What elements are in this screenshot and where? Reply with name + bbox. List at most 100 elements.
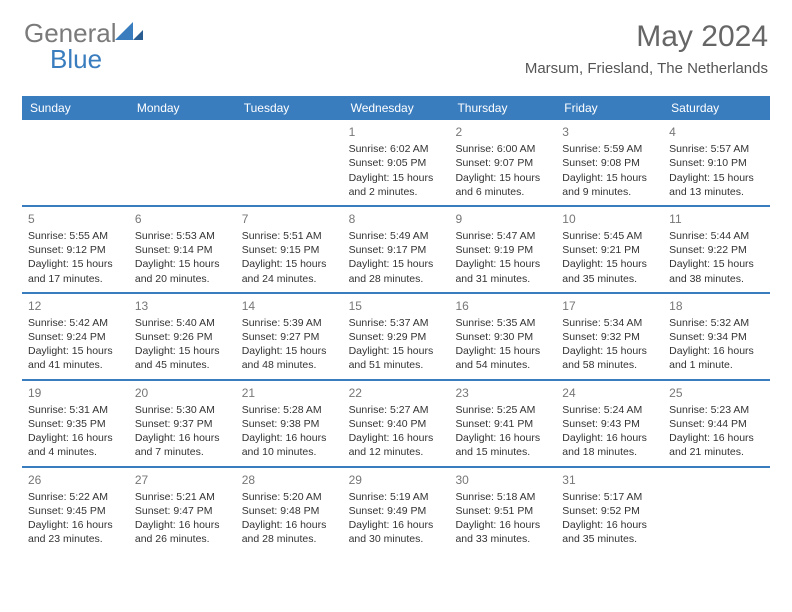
daylight-line: Daylight: 15 hours and 54 minutes.: [455, 344, 552, 372]
sunrise-line: Sunrise: 5:27 AM: [349, 403, 446, 417]
day-number: 7: [242, 211, 339, 227]
sunrise-line: Sunrise: 5:57 AM: [669, 142, 766, 156]
day-number: 16: [455, 298, 552, 314]
day-number: 20: [135, 385, 232, 401]
sunrise-line: Sunrise: 5:19 AM: [349, 490, 446, 504]
day-header: Wednesday: [343, 96, 450, 120]
day-number: 17: [562, 298, 659, 314]
sunrise-line: Sunrise: 6:00 AM: [455, 142, 552, 156]
calendar: SundayMondayTuesdayWednesdayThursdayFrid…: [22, 96, 770, 552]
day-header: Friday: [556, 96, 663, 120]
sunset-line: Sunset: 9:41 PM: [455, 417, 552, 431]
calendar-day: 24Sunrise: 5:24 AMSunset: 9:43 PMDayligh…: [556, 381, 663, 466]
daylight-line: Daylight: 16 hours and 21 minutes.: [669, 431, 766, 459]
day-number: 28: [242, 472, 339, 488]
sunrise-line: Sunrise: 5:24 AM: [562, 403, 659, 417]
calendar-day: 1Sunrise: 6:02 AMSunset: 9:05 PMDaylight…: [343, 120, 450, 205]
day-header: Thursday: [449, 96, 556, 120]
sunrise-line: Sunrise: 5:28 AM: [242, 403, 339, 417]
sunset-line: Sunset: 9:35 PM: [28, 417, 125, 431]
day-number: 26: [28, 472, 125, 488]
sunrise-line: Sunrise: 5:34 AM: [562, 316, 659, 330]
day-header: Tuesday: [236, 96, 343, 120]
sunrise-line: Sunrise: 5:45 AM: [562, 229, 659, 243]
day-number: 10: [562, 211, 659, 227]
calendar-day: 8Sunrise: 5:49 AMSunset: 9:17 PMDaylight…: [343, 207, 450, 292]
day-number: 5: [28, 211, 125, 227]
daylight-line: Daylight: 15 hours and 17 minutes.: [28, 257, 125, 285]
day-header: Saturday: [663, 96, 770, 120]
logo-text-blue: Blue: [50, 44, 102, 75]
calendar-week: 19Sunrise: 5:31 AMSunset: 9:35 PMDayligh…: [22, 379, 770, 466]
day-number: 25: [669, 385, 766, 401]
sunrise-line: Sunrise: 5:59 AM: [562, 142, 659, 156]
sunset-line: Sunset: 9:21 PM: [562, 243, 659, 257]
calendar-day: 3Sunrise: 5:59 AMSunset: 9:08 PMDaylight…: [556, 120, 663, 205]
calendar-day: 9Sunrise: 5:47 AMSunset: 9:19 PMDaylight…: [449, 207, 556, 292]
sunset-line: Sunset: 9:22 PM: [669, 243, 766, 257]
month-year: May 2024: [525, 20, 768, 54]
daylight-line: Daylight: 16 hours and 10 minutes.: [242, 431, 339, 459]
sunrise-line: Sunrise: 5:39 AM: [242, 316, 339, 330]
sunset-line: Sunset: 9:12 PM: [28, 243, 125, 257]
day-number: 23: [455, 385, 552, 401]
calendar-day: 25 Sunrise: 5:23 AMSunset: 9:44 PMDayligh…: [663, 381, 770, 466]
daylight-line: Daylight: 16 hours and 33 minutes.: [455, 518, 552, 546]
sunset-line: Sunset: 9:07 PM: [455, 156, 552, 170]
calendar-day: 12Sunrise: 5:42 AMSunset: 9:24 PMDayligh…: [22, 294, 129, 379]
daylight-line: Daylight: 15 hours and 35 minutes.: [562, 257, 659, 285]
calendar-day: 15 Sunrise: 5:37 AMSunset: 9:29 PMDayligh…: [343, 294, 450, 379]
daylight-line: Daylight: 15 hours and 38 minutes.: [669, 257, 766, 285]
daylight-line: Daylight: 16 hours and 1 minute.: [669, 344, 766, 372]
daylight-line: Daylight: 16 hours and 28 minutes.: [242, 518, 339, 546]
sunrise-line: Sunrise: 5:47 AM: [455, 229, 552, 243]
calendar-day: 10 Sunrise: 5:45 AMSunset: 9:21 PMDayligh…: [556, 207, 663, 292]
sunset-line: Sunset: 9:32 PM: [562, 330, 659, 344]
day-number: 8: [349, 211, 446, 227]
daylight-line: Daylight: 16 hours and 18 minutes.: [562, 431, 659, 459]
daylight-line: Daylight: 15 hours and 24 minutes.: [242, 257, 339, 285]
day-number: 1: [349, 124, 446, 140]
calendar-day: [236, 120, 343, 205]
sunrise-line: Sunrise: 5:20 AM: [242, 490, 339, 504]
sunset-line: Sunset: 9:27 PM: [242, 330, 339, 344]
sunset-line: Sunset: 9:29 PM: [349, 330, 446, 344]
daylight-line: Daylight: 16 hours and 7 minutes.: [135, 431, 232, 459]
calendar-day: 26Sunrise: 5:22 AMSunset: 9:45 PMDayligh…: [22, 468, 129, 553]
sunset-line: Sunset: 9:24 PM: [28, 330, 125, 344]
day-number: 13: [135, 298, 232, 314]
day-number: 12: [28, 298, 125, 314]
sunset-line: Sunset: 9:34 PM: [669, 330, 766, 344]
sunset-line: Sunset: 9:30 PM: [455, 330, 552, 344]
day-number: 19: [28, 385, 125, 401]
sunrise-line: Sunrise: 5:23 AM: [669, 403, 766, 417]
sunset-line: Sunset: 9:38 PM: [242, 417, 339, 431]
sunrise-line: Sunrise: 5:51 AM: [242, 229, 339, 243]
calendar-week: 5Sunrise: 5:55 AMSunset: 9:12 PMDaylight…: [22, 205, 770, 292]
sunrise-line: Sunrise: 5:17 AM: [562, 490, 659, 504]
calendar-day: 16Sunrise: 5:35 AMSunset: 9:30 PMDayligh…: [449, 294, 556, 379]
daylight-line: Daylight: 15 hours and 51 minutes.: [349, 344, 446, 372]
sunset-line: Sunset: 9:43 PM: [562, 417, 659, 431]
calendar-day: [22, 120, 129, 205]
calendar-day: 4Sunrise: 5:57 AMSunset: 9:10 PMDaylight…: [663, 120, 770, 205]
calendar-day: 6Sunrise: 5:53 AMSunset: 9:14 PMDaylight…: [129, 207, 236, 292]
day-number: 15: [349, 298, 446, 314]
day-number: 3: [562, 124, 659, 140]
sunrise-line: Sunrise: 5:37 AM: [349, 316, 446, 330]
daylight-line: Daylight: 15 hours and 41 minutes.: [28, 344, 125, 372]
calendar-day: 30Sunrise: 5:18 AMSunset: 9:51 PMDayligh…: [449, 468, 556, 553]
sunset-line: Sunset: 9:15 PM: [242, 243, 339, 257]
calendar-day: 13Sunrise: 5:40 AMSunset: 9:26 PMDayligh…: [129, 294, 236, 379]
daylight-line: Daylight: 15 hours and 13 minutes.: [669, 171, 766, 199]
calendar-day: 22Sunrise: 5:27 AMSunset: 9:40 PMDayligh…: [343, 381, 450, 466]
sunset-line: Sunset: 9:44 PM: [669, 417, 766, 431]
sunset-line: Sunset: 9:26 PM: [135, 330, 232, 344]
sunrise-line: Sunrise: 5:53 AM: [135, 229, 232, 243]
sunset-line: Sunset: 9:52 PM: [562, 504, 659, 518]
sunset-line: Sunset: 9:14 PM: [135, 243, 232, 257]
day-number: 9: [455, 211, 552, 227]
title-block: May 2024 Marsum, Friesland, The Netherla…: [525, 20, 768, 77]
sunrise-line: Sunrise: 5:44 AM: [669, 229, 766, 243]
calendar-day: 14Sunrise: 5:39 AMSunset: 9:27 PMDayligh…: [236, 294, 343, 379]
